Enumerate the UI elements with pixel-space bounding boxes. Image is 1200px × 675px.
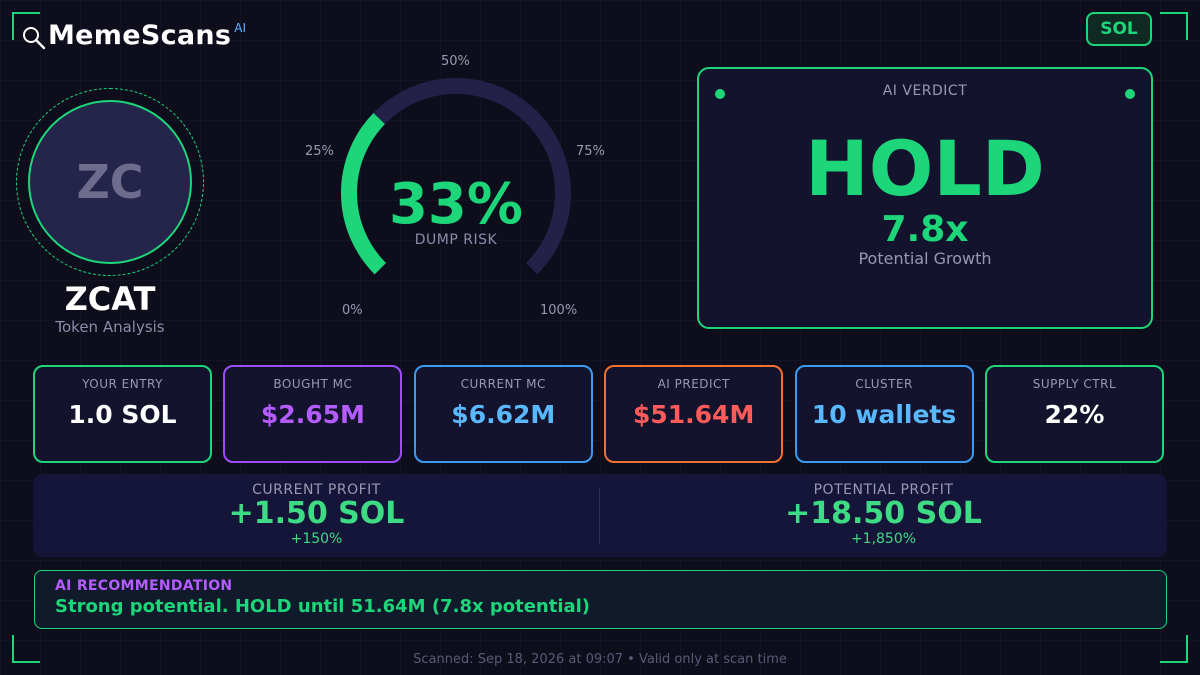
stat-card-entry: YOUR ENTRY 1.0 SOL <box>33 365 212 463</box>
profit-divider <box>599 488 600 544</box>
gauge-tick-0: 0% <box>342 303 363 318</box>
stat-card-bought-mc: BOUGHT MC $2.65M <box>223 365 403 463</box>
brand-name: MemeScans <box>48 20 232 51</box>
recommendation-label: AI RECOMMENDATION <box>55 578 233 594</box>
stat-label: SUPPLY CTRL <box>1032 377 1117 391</box>
stat-card-ai-predict: AI PREDICT $51.64M <box>604 365 784 463</box>
status-dot-icon <box>1125 89 1135 99</box>
stat-value: $6.62M <box>451 400 556 429</box>
current-profit-label: CURRENT PROFIT <box>252 482 381 498</box>
brand-ai-superscript: AI <box>234 21 247 35</box>
current-profit-value: +1.50 SOL <box>228 496 405 531</box>
potential-profit-percent: +1,850% <box>850 530 917 547</box>
stat-value: 1.0 SOL <box>68 400 177 429</box>
verdict-word: HOLD <box>805 124 1045 213</box>
gauge-tick-75: 75% <box>576 144 605 159</box>
brand-logo: MemeScans AI <box>22 20 246 51</box>
ai-recommendation-panel: AI RECOMMENDATION Strong potential. HOLD… <box>34 570 1167 629</box>
stat-card-current-mc: CURRENT MC $6.62M <box>413 365 593 463</box>
token-symbol: ZCAT <box>64 280 156 318</box>
dump-risk-value: 33% <box>388 172 524 237</box>
stat-label: AI PREDICT <box>657 377 730 391</box>
stat-value: 10 wallets <box>811 400 957 429</box>
gauge-fill <box>341 112 387 275</box>
scan-footer: Scanned: Sep 18, 2026 at 09:07 • Valid o… <box>413 652 787 667</box>
potential-profit-value: +18.50 SOL <box>785 496 982 531</box>
corner-bracket-bottom-right <box>1160 635 1188 663</box>
stat-value: $51.64M <box>632 400 755 429</box>
verdict-label: AI VERDICT <box>882 83 968 99</box>
avatar-dashed-ring <box>16 88 204 276</box>
recommendation-text: Strong potential. HOLD until 51.64M (7.8… <box>55 596 591 617</box>
stat-label: BOUGHT MC <box>273 377 353 391</box>
gauge-tick-50: 50% <box>441 54 470 69</box>
status-dot-icon <box>715 89 725 99</box>
ai-verdict-panel: AI VERDICT HOLD 7.8x Potential Growth <box>697 67 1153 329</box>
stat-card-cluster: CLUSTER 10 wallets <box>794 365 974 463</box>
stat-label: CURRENT MC <box>460 377 546 391</box>
magnifier-icon <box>23 27 46 50</box>
profit-panel: CURRENT PROFIT +1.50 SOL +150% POTENTIAL… <box>33 474 1167 557</box>
potential-profit: POTENTIAL PROFIT +18.50 SOL +1,850% <box>600 474 1167 547</box>
stat-value: $2.65M <box>260 400 365 429</box>
corner-bracket-top-right <box>1160 12 1188 40</box>
token-avatar: ZC <box>28 100 192 264</box>
stat-label: YOUR ENTRY <box>82 377 163 391</box>
current-profit-percent: +150% <box>290 530 343 547</box>
verdict-subtitle: Potential Growth <box>858 249 992 268</box>
corner-bracket-top-left <box>12 12 40 40</box>
dump-risk-caption: DUMP RISK <box>414 232 498 248</box>
verdict-multiplier: 7.8x <box>881 209 969 250</box>
stat-card-supply-ctrl: SUPPLY CTRL 22% <box>984 365 1164 463</box>
token-subtitle: Token Analysis <box>55 318 165 336</box>
corner-bracket-bottom-left <box>12 635 40 663</box>
stat-label: CLUSTER <box>855 377 913 391</box>
current-profit: CURRENT PROFIT +1.50 SOL +150% <box>33 474 600 547</box>
stat-cards: YOUR ENTRY 1.0 SOL BOUGHT MC $2.65M CURR… <box>33 365 1164 463</box>
dump-risk-gauge <box>341 78 571 275</box>
chain-badge: SOL <box>1086 12 1152 46</box>
potential-profit-label: POTENTIAL PROFIT <box>813 482 954 498</box>
gauge-tick-100: 100% <box>540 303 578 318</box>
token-initials: ZC <box>76 155 144 209</box>
gauge-tick-25: 25% <box>305 144 334 159</box>
stat-value: 22% <box>1044 400 1105 429</box>
